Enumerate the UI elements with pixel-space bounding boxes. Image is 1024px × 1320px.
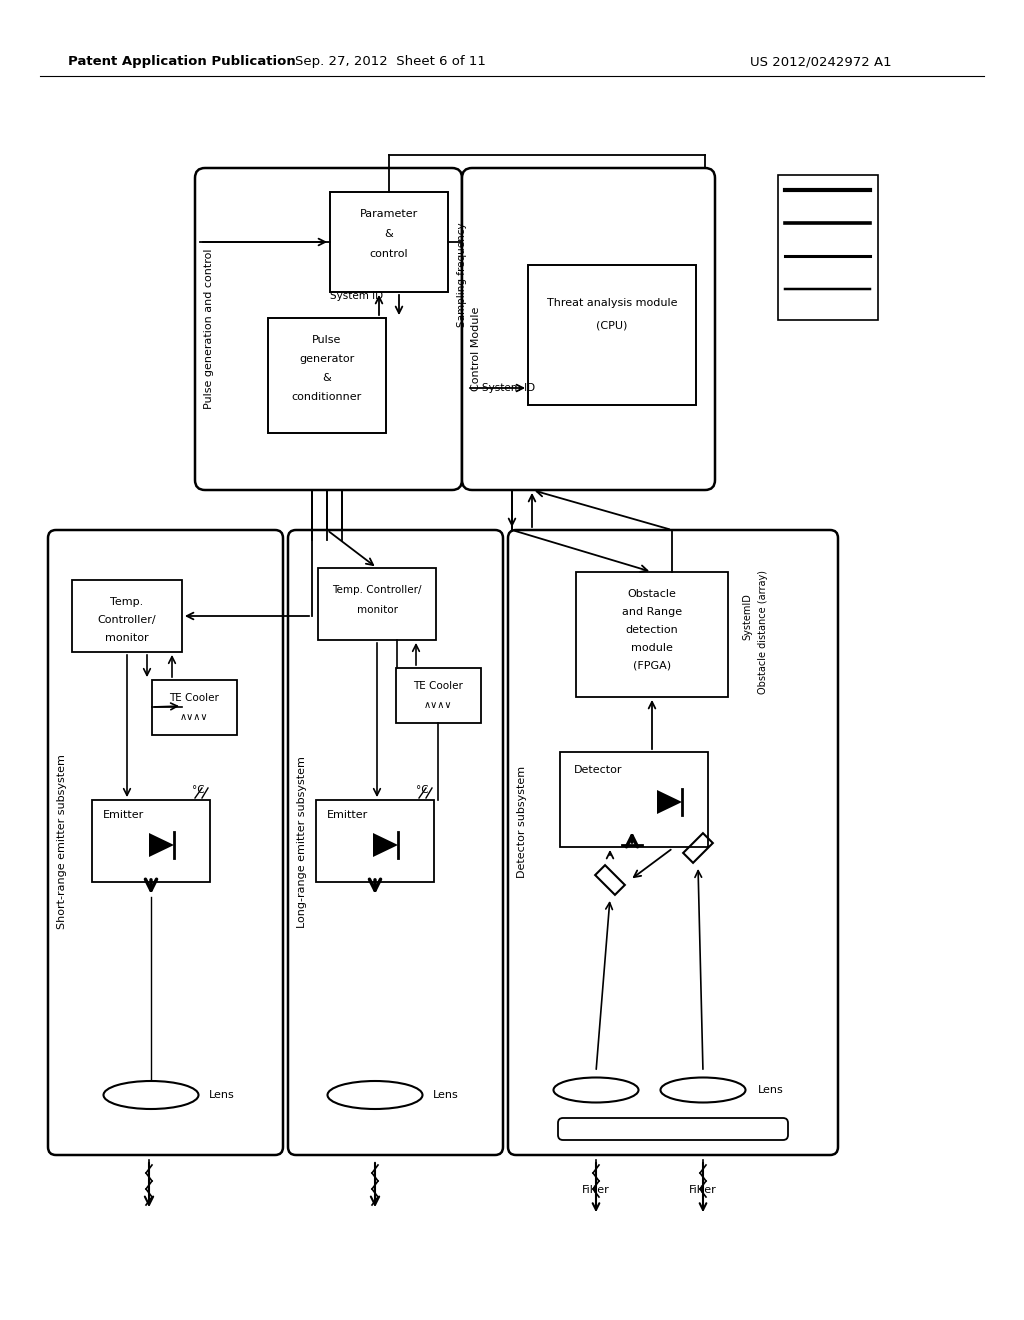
Text: Lens: Lens [209, 1090, 234, 1100]
Text: System ID: System ID [330, 290, 383, 301]
Bar [778, 176, 878, 319]
Ellipse shape [554, 1077, 639, 1102]
Text: Long-range emitter subsystem: Long-range emitter subsystem [297, 756, 307, 928]
Text: (CPU): (CPU) [596, 319, 628, 330]
Text: TE Cooler: TE Cooler [413, 681, 463, 690]
Text: Obstacle distance (array): Obstacle distance (array) [758, 570, 768, 694]
Text: TE Cooler: TE Cooler [169, 693, 219, 704]
Bar [528, 265, 696, 405]
Text: Lens: Lens [758, 1085, 783, 1096]
Text: monitor: monitor [105, 634, 148, 643]
FancyBboxPatch shape [195, 168, 462, 490]
Text: Sampling frequency: Sampling frequency [457, 223, 467, 327]
Bar [560, 752, 708, 847]
Text: monitor: monitor [356, 605, 397, 615]
Text: (FPGA): (FPGA) [633, 661, 671, 671]
Text: Sep. 27, 2012  Sheet 6 of 11: Sep. 27, 2012 Sheet 6 of 11 [295, 55, 485, 69]
Text: Pulse: Pulse [312, 335, 342, 345]
Text: °C: °C [193, 785, 205, 795]
Text: &: & [323, 374, 332, 383]
Polygon shape [150, 833, 174, 857]
Text: generator: generator [299, 354, 354, 364]
FancyBboxPatch shape [48, 531, 283, 1155]
Text: System ID: System ID [482, 383, 536, 393]
FancyBboxPatch shape [462, 168, 715, 490]
Bar [318, 568, 436, 640]
Ellipse shape [328, 1081, 423, 1109]
Text: control: control [370, 249, 409, 259]
Text: Parameter: Parameter [359, 209, 418, 219]
Bar [268, 318, 386, 433]
Text: Filter: Filter [582, 1185, 610, 1195]
Bar [575, 572, 728, 697]
Bar [330, 191, 449, 292]
Text: US 2012/0242972 A1: US 2012/0242972 A1 [750, 55, 892, 69]
Text: detection: detection [626, 624, 678, 635]
Text: °C: °C [417, 785, 429, 795]
Text: ∧∨∧∨: ∧∨∧∨ [424, 700, 453, 710]
Text: Detector subsystem: Detector subsystem [517, 766, 527, 878]
Polygon shape [657, 789, 682, 814]
Bar [396, 668, 481, 723]
Bar [92, 800, 210, 882]
FancyBboxPatch shape [288, 531, 503, 1155]
Polygon shape [373, 833, 398, 857]
Text: Filter: Filter [689, 1185, 717, 1195]
Text: Pulse generation and control: Pulse generation and control [204, 248, 214, 409]
FancyBboxPatch shape [558, 1118, 788, 1140]
Bar [152, 680, 237, 735]
Bar [72, 579, 182, 652]
Text: Obstacle: Obstacle [628, 589, 677, 599]
Text: Temp.: Temp. [111, 597, 143, 607]
Text: Temp. Controller/: Temp. Controller/ [332, 585, 422, 595]
Bar [316, 800, 434, 882]
Text: Lens: Lens [433, 1090, 459, 1100]
Ellipse shape [660, 1077, 745, 1102]
Text: Threat analysis module: Threat analysis module [547, 298, 677, 308]
Text: Detector: Detector [573, 766, 623, 775]
Text: Controller/: Controller/ [97, 615, 157, 624]
Text: Short-range emitter subsystem: Short-range emitter subsystem [57, 755, 67, 929]
FancyBboxPatch shape [508, 531, 838, 1155]
Text: ∧∨∧∨: ∧∨∧∨ [180, 711, 208, 722]
Text: Control Module: Control Module [471, 306, 481, 391]
Text: and Range: and Range [622, 607, 682, 616]
Text: module: module [631, 643, 673, 653]
Text: Emitter: Emitter [328, 810, 369, 820]
Text: Patent Application Publication: Patent Application Publication [68, 55, 296, 69]
Ellipse shape [103, 1081, 199, 1109]
Text: SystemID: SystemID [742, 594, 752, 640]
Text: conditionner: conditionner [292, 392, 362, 403]
Text: Emitter: Emitter [103, 810, 144, 820]
Text: &: & [385, 228, 393, 239]
